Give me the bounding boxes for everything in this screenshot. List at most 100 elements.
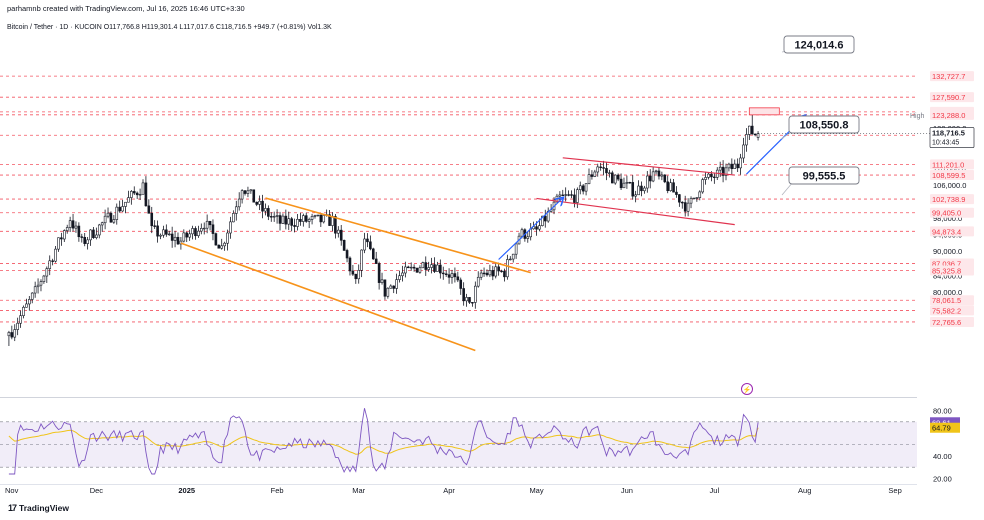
level-badge (930, 316, 974, 327)
candle-down (132, 191, 136, 194)
candle-up (541, 215, 544, 226)
candle-up (287, 218, 291, 225)
candle-down (211, 224, 215, 234)
candle-up (526, 236, 530, 239)
candle-up (232, 213, 235, 223)
candle-up (159, 234, 162, 237)
level-badge (930, 265, 974, 276)
candle-down (561, 194, 565, 197)
candle-down (252, 189, 256, 203)
candle-up (234, 206, 238, 214)
candle-up (36, 284, 40, 288)
lightning-icon (741, 383, 753, 395)
candle-up (138, 194, 142, 196)
candle-up (103, 215, 107, 224)
level-badge-text: 75,582.2 (932, 306, 961, 315)
candle-down (208, 220, 212, 226)
candle-down (640, 185, 643, 192)
candle-up (121, 206, 124, 212)
rsi-tick-80: 80.00 (933, 407, 952, 416)
candle-down (165, 229, 168, 235)
candle-up (246, 190, 250, 194)
candle-up (16, 322, 19, 330)
candle-down (497, 266, 500, 272)
candle-down (750, 125, 754, 135)
candle-up (707, 173, 710, 178)
candle-down (217, 244, 221, 249)
candle-up (660, 174, 664, 177)
candle-up (127, 197, 130, 203)
candle-down (342, 239, 346, 251)
candle-up (613, 174, 617, 184)
callout-124014-box (783, 35, 855, 54)
candle-up (637, 185, 640, 196)
callout-99555-text: 99,555.5 (803, 171, 846, 183)
candle-up (418, 267, 422, 273)
candle-down (153, 225, 156, 227)
level-badge (930, 109, 974, 120)
candle-up (508, 258, 512, 261)
candle-down (255, 201, 258, 205)
time-label: Sep (888, 486, 901, 495)
candle-up (514, 243, 518, 255)
candle-down (713, 176, 716, 178)
price-tick-label: 90,000.0 (933, 247, 962, 256)
tradingview-logo: 17 (8, 503, 17, 513)
candle-up (42, 275, 46, 282)
candle-up (65, 227, 69, 231)
high-label: High (910, 113, 925, 120)
candle-up (182, 232, 186, 242)
candle-down (261, 200, 264, 212)
candle-down (351, 270, 355, 275)
candle-up (584, 183, 588, 192)
candle-up (727, 163, 731, 169)
candle-up (578, 185, 582, 191)
candle-up (313, 215, 317, 217)
candle-up (54, 248, 57, 262)
candle-up (634, 194, 637, 197)
candle-up (25, 303, 28, 308)
candle-up (141, 182, 145, 195)
candle-up (395, 279, 398, 289)
candle-up (322, 215, 326, 223)
candle-up (511, 253, 515, 260)
candle-up (742, 144, 745, 159)
level-badge-text: 85,325.8 (932, 266, 961, 275)
candle-down (109, 212, 113, 223)
candle-down (605, 168, 608, 174)
candle-up (698, 191, 702, 198)
candle-up (33, 286, 37, 294)
candle-up (48, 260, 52, 269)
price-tick-label: 106,000.0 (933, 181, 966, 190)
time-axis-line (0, 484, 917, 485)
candle-down (602, 167, 605, 169)
candle-up (112, 219, 116, 223)
candle-up (704, 177, 707, 180)
level-badge (930, 92, 974, 103)
candle-up (296, 218, 299, 227)
callout-108550-text: 108,550.8 (800, 120, 849, 132)
time-label: Mar (352, 486, 365, 495)
red-channel-upper (562, 157, 735, 176)
candle-up (724, 167, 728, 176)
candle-up (643, 187, 646, 192)
candle-up (115, 206, 119, 220)
orange-channel-upper (265, 197, 531, 274)
lightning-glyph: ⚡ (743, 385, 752, 394)
candle-up (249, 189, 253, 192)
candle-up (7, 332, 11, 337)
candle-up (226, 232, 229, 244)
candle-down (339, 229, 343, 241)
candle-up (167, 233, 171, 236)
candle-down (267, 208, 270, 217)
level-badge-text: 108,599.5 (932, 171, 965, 180)
time-label: Dec (90, 486, 104, 495)
candle-down (328, 214, 331, 226)
candle-down (628, 182, 632, 184)
candle-up (95, 234, 98, 239)
blue-arrow-1 (498, 198, 563, 260)
candle-up (479, 272, 483, 278)
candle-down (383, 279, 387, 297)
candle-down (666, 181, 670, 192)
